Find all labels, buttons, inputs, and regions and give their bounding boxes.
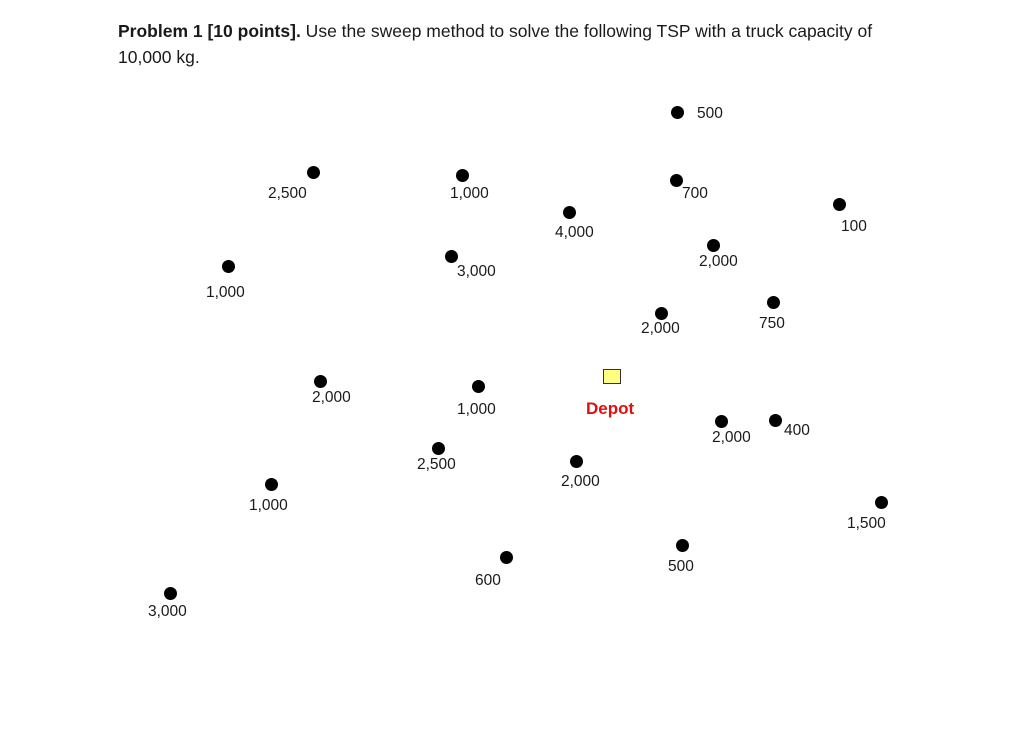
customer-dot [432,442,445,455]
customer-dot [307,166,320,179]
customer-dot [769,414,782,427]
depot-label: Depot [586,399,635,418]
customer-dot [655,307,668,320]
problem-text: Use the sweep method to solve the follow… [118,21,873,67]
customer-dot [500,551,513,564]
customer-dot [670,174,683,187]
customer-quantity: 600 [475,572,501,589]
customer-quantity: 2,000 [561,473,600,490]
customer-quantity: 700 [682,185,708,202]
customer-quantity: 400 [784,422,810,439]
customer-dot [445,250,458,263]
customer-quantity: 1,000 [457,401,496,418]
customer-quantity: 500 [668,558,694,575]
customer-quantity: 1,000 [249,497,288,514]
problem-heading: Problem 1 [10 points]. [118,21,301,41]
customer-quantity: 2,500 [417,456,456,473]
customer-dot [767,296,780,309]
customer-dot [833,198,846,211]
customer-quantity: 1,500 [847,515,886,532]
customer-quantity: 2,000 [712,429,751,446]
customer-quantity: 2,000 [641,320,680,337]
customer-dot [707,239,720,252]
customer-quantity: 100 [841,218,867,235]
problem-statement: Problem 1 [10 points]. Use the sweep met… [118,18,918,70]
customer-quantity: 2,500 [268,185,307,202]
customer-dot [570,455,583,468]
customer-dot [875,496,888,509]
customer-quantity: 2,000 [699,253,738,270]
customer-dot [265,478,278,491]
customer-dot [456,169,469,182]
customer-dot [472,380,485,393]
customer-dot [671,106,684,119]
customer-dot [222,260,235,273]
customer-dot [715,415,728,428]
customer-dot [563,206,576,219]
customer-quantity: 3,000 [457,263,496,280]
customer-quantity: 3,000 [148,603,187,620]
customer-quantity: 4,000 [555,224,594,241]
customer-quantity: 750 [759,315,785,332]
customer-dot [314,375,327,388]
depot-icon [603,369,621,384]
customer-quantity: 2,000 [312,389,351,406]
customer-quantity: 500 [697,105,723,122]
customer-dot [676,539,689,552]
customer-dot [164,587,177,600]
customer-quantity: 1,000 [450,185,489,202]
customer-quantity: 1,000 [206,284,245,301]
